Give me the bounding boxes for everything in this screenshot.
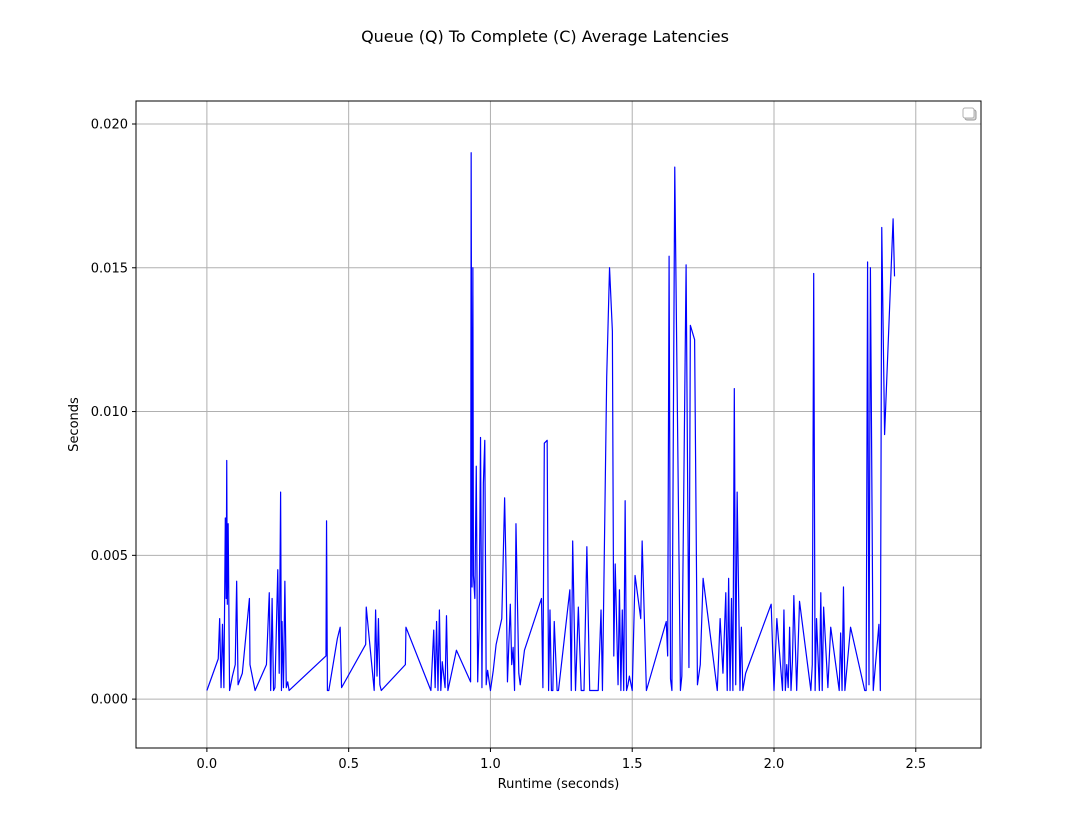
y-tick-label: 0.020: [91, 118, 128, 133]
x-tick-label: 1.5: [622, 757, 643, 772]
y-axis-label: Seconds: [67, 397, 82, 452]
x-tick-label: 1.0: [480, 757, 501, 772]
y-tick-label: 0.010: [91, 405, 128, 420]
x-tick-label: 0.0: [197, 757, 218, 772]
x-tick-label: 2.0: [764, 757, 785, 772]
x-axis-label: Runtime (seconds): [498, 777, 620, 792]
y-tick-label: 0.015: [91, 261, 128, 276]
plot-area: [206, 152, 896, 692]
legend-box: [962, 107, 977, 121]
y-axis-ticks: 0.000 0.005 0.010 0.015 0.020: [91, 118, 136, 708]
grid-lines: [136, 101, 981, 748]
y-tick-label: 0.005: [91, 549, 128, 564]
y-tick-label: 0.000: [91, 693, 128, 708]
axes-frame: [135, 100, 982, 749]
series-line-q2c: [206, 152, 896, 692]
chart-title: Queue (Q) To Complete (C) Average Latenc…: [361, 27, 729, 46]
x-tick-label: 2.5: [905, 757, 926, 772]
x-axis-ticks: 0.0 0.5 1.0 1.5 2.0 2.5: [197, 748, 926, 772]
x-tick-label: 0.5: [338, 757, 359, 772]
